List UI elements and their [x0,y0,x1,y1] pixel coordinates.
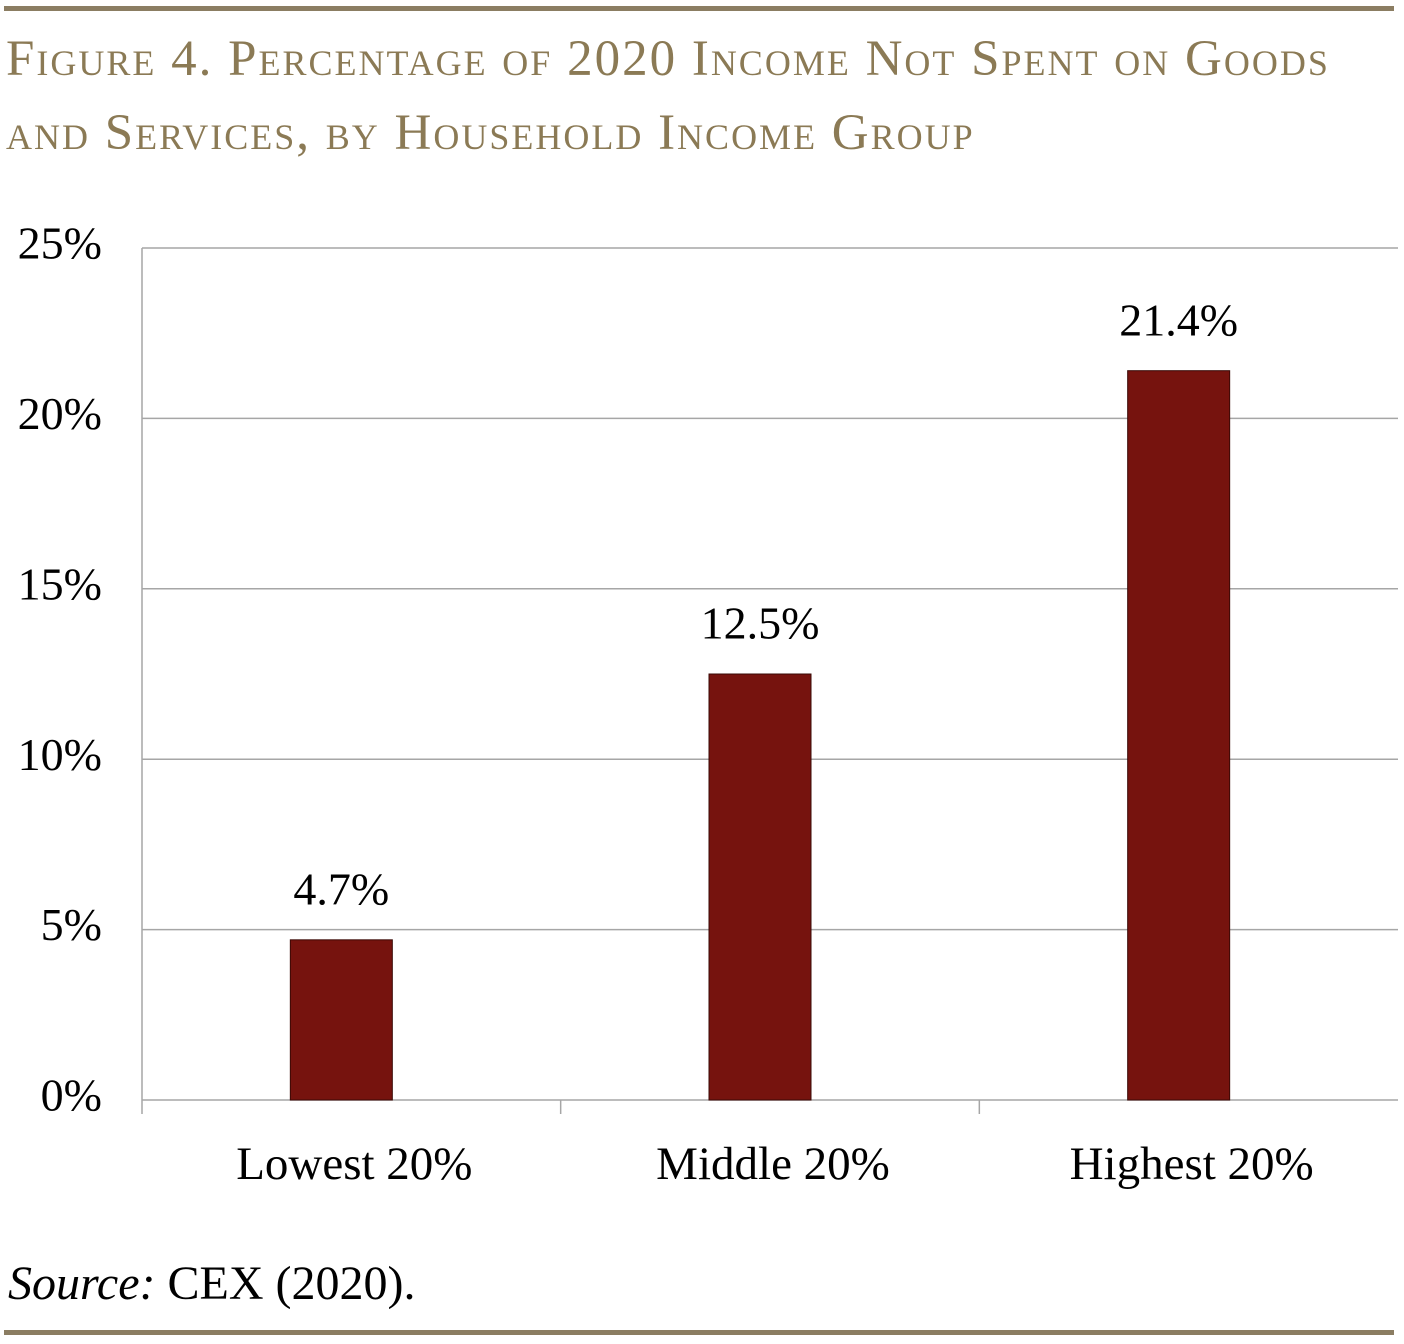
top-rule [4,6,1394,11]
y-tick-label: 10% [18,729,102,780]
value-label: 4.7% [293,863,389,914]
y-tick-label: 25% [18,218,102,269]
bar [289,939,393,1101]
chart-title: Figure 4. Percentage of 2020 Income Not … [6,31,1330,161]
value-label: 21.4% [1119,294,1238,345]
value-label: 12.5% [701,598,820,649]
bottom-rule [4,1330,1394,1335]
y-tick-label: 5% [41,899,102,950]
x-tick-label: Highest 20% [1070,1138,1314,1190]
y-tick-label: 15% [18,558,102,609]
source-text: CEX (2020). [167,1257,416,1310]
bar [1127,370,1231,1101]
x-tick-label: Lowest 20% [236,1138,472,1190]
y-tick-label: 20% [18,388,102,439]
bar [708,673,812,1101]
source-note: Source: CEX (2020). [8,1256,415,1311]
source-label: Source: [8,1257,156,1310]
y-tick-label: 0% [41,1070,102,1121]
x-tick-label: Middle 20% [656,1138,890,1190]
